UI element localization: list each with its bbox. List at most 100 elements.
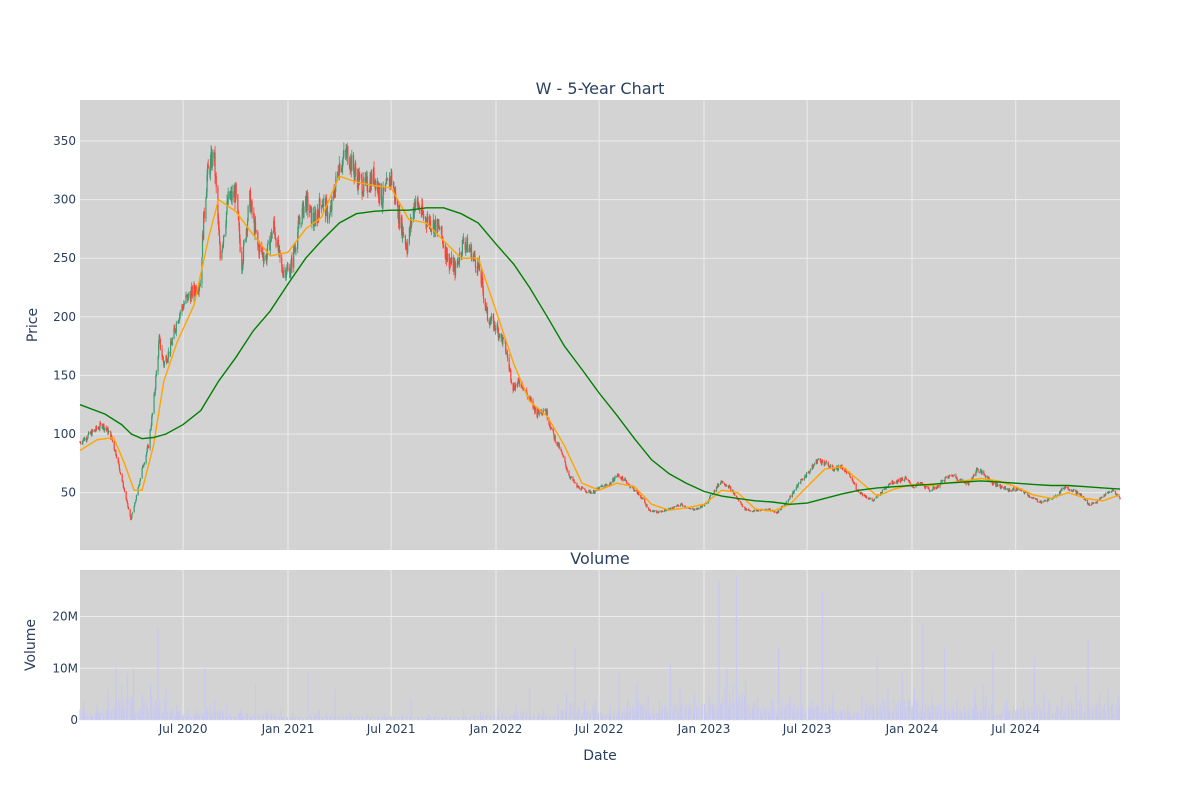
candle-up [163, 361, 165, 366]
volume-bar-peak [618, 673, 620, 720]
volume-bar [130, 703, 132, 720]
candle-up [1073, 489, 1075, 491]
candle-up [185, 295, 187, 304]
candle-up [177, 322, 179, 324]
volume-bar [700, 708, 702, 720]
candle-up [221, 251, 223, 259]
candle-up [375, 180, 377, 190]
candle-down [740, 502, 742, 504]
volume-bar [301, 717, 303, 720]
candle-up [382, 187, 384, 203]
candle-down [852, 479, 854, 482]
candle-down [189, 293, 191, 296]
volume-bar [510, 714, 512, 720]
candle-down [1004, 487, 1007, 490]
candle-down [1036, 499, 1038, 502]
volume-bar [624, 708, 626, 720]
candle-down [871, 498, 873, 500]
candle-down [422, 213, 424, 215]
candle-down [281, 257, 283, 268]
candle-down [732, 490, 734, 492]
candle-up [752, 511, 754, 513]
volume-bar [541, 715, 543, 720]
volume-bar [765, 708, 767, 720]
volume-bar [1108, 706, 1110, 720]
candle-down [484, 298, 486, 307]
volume-bar-peak [992, 652, 994, 720]
volume-bar [259, 716, 261, 720]
candle-up [329, 211, 331, 215]
volume-bar [129, 697, 131, 720]
volume-bar [665, 705, 667, 720]
candle-up [87, 434, 89, 439]
candle-up [314, 211, 316, 226]
volume-bar [488, 715, 490, 720]
candle-up [454, 264, 457, 276]
candle-down [287, 267, 289, 269]
candle-down [1033, 497, 1035, 499]
volume-bar-peak [542, 709, 544, 720]
price-y-tick-label: 150 [53, 368, 76, 382]
candle-up [269, 239, 271, 251]
candle-up [83, 438, 86, 441]
candle-down [638, 494, 640, 496]
candle-down [405, 243, 408, 250]
volume-bar [1052, 713, 1054, 720]
candle-down [907, 480, 910, 482]
volume-y-tick-label: 20M [52, 610, 78, 624]
x-tick-label: Jan 2022 [469, 722, 523, 736]
candle-down [1015, 490, 1017, 492]
candle-up [221, 245, 224, 252]
volume-bar [414, 717, 416, 720]
volume-bar [170, 709, 172, 720]
volume-bar-peak [1061, 694, 1063, 720]
candle-down [684, 506, 686, 508]
candle-up [365, 177, 367, 182]
candle-up [158, 343, 160, 358]
candle-down [984, 474, 986, 477]
candle-up [177, 320, 180, 323]
volume-bar [608, 715, 610, 720]
volume-bar [538, 713, 540, 720]
volume-bar [229, 713, 231, 720]
candle-down [449, 261, 452, 263]
candle-down [462, 238, 465, 243]
candle-down [262, 252, 264, 258]
candle-up [715, 486, 718, 492]
candle-down [466, 238, 469, 253]
candle-up [290, 263, 292, 274]
candle-down [118, 461, 120, 465]
candle-down [723, 483, 726, 485]
volume-bar [1047, 712, 1049, 720]
volume-bar [421, 716, 423, 720]
candle-down [642, 497, 644, 500]
volume-bar [270, 712, 272, 720]
candle-up [139, 478, 142, 482]
candle-up [173, 327, 175, 339]
volume-bar [573, 702, 575, 720]
volume-bar [435, 715, 437, 720]
candle-up [225, 223, 227, 235]
candle-down [147, 445, 149, 449]
candle-down [474, 253, 476, 261]
candle-up [446, 260, 448, 262]
candle-down [681, 504, 683, 506]
candle-up [821, 460, 823, 464]
candle-down [747, 509, 750, 511]
candle-down [664, 509, 666, 511]
candle-up [205, 198, 207, 219]
volume-bar [526, 712, 528, 720]
candle-up [318, 198, 320, 218]
candle-up [789, 495, 791, 499]
candle-up [146, 452, 148, 456]
volume-bar [610, 716, 612, 720]
candle-up [1104, 494, 1106, 496]
candle-down [391, 171, 393, 184]
candle-down [404, 236, 406, 245]
volume-bar [496, 717, 498, 720]
volume-bar [178, 711, 180, 720]
candle-up [979, 470, 981, 472]
volume-bar [920, 710, 922, 720]
candle-down [681, 503, 683, 505]
volume-bar [477, 715, 479, 720]
